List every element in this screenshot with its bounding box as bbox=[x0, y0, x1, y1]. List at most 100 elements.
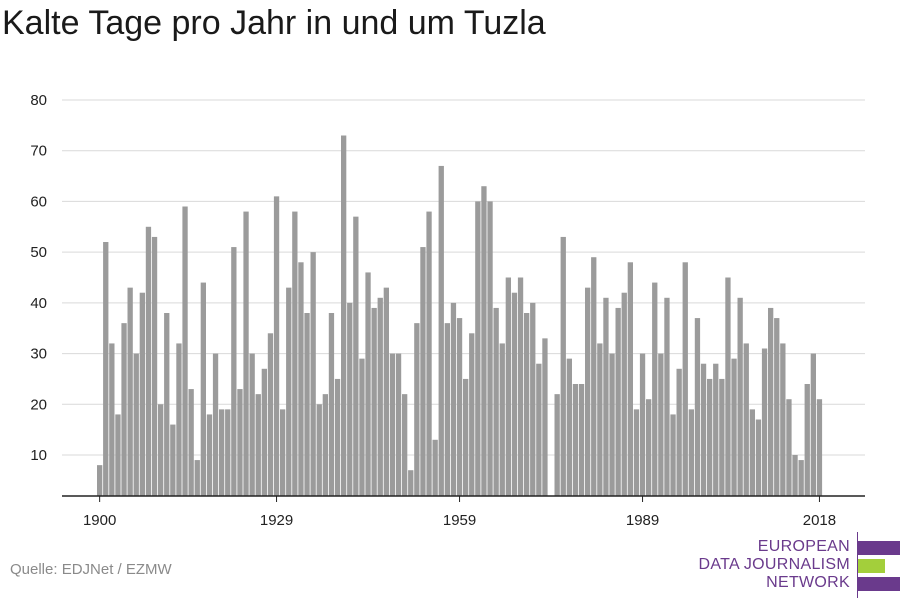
bar-1908 bbox=[145, 226, 152, 497]
bar-1948 bbox=[389, 353, 396, 496]
bar-2013 bbox=[786, 399, 792, 496]
bar-1940 bbox=[341, 135, 347, 496]
bar-2014 bbox=[792, 455, 798, 496]
bar-1906 bbox=[133, 353, 139, 496]
bar-2015 bbox=[798, 460, 804, 496]
bar-1968 bbox=[511, 292, 518, 496]
x-tick-label: 1900 bbox=[83, 512, 116, 529]
y-tick-label: 10 bbox=[30, 447, 47, 464]
y-tick-label: 70 bbox=[30, 143, 47, 160]
bar-1938 bbox=[328, 313, 335, 496]
bar-1920 bbox=[219, 409, 225, 496]
y-tick-label: 50 bbox=[30, 244, 47, 261]
bar-1925 bbox=[249, 353, 255, 496]
bar-1977 bbox=[566, 358, 572, 496]
y-tick-label: 60 bbox=[30, 193, 47, 210]
bar-1962 bbox=[475, 201, 481, 496]
bar-2005 bbox=[737, 297, 743, 496]
bar-1944 bbox=[365, 272, 371, 496]
bar-1956 bbox=[438, 165, 444, 496]
bar-1936 bbox=[316, 404, 322, 496]
x-tick-label: 1929 bbox=[260, 512, 293, 529]
bar-2009 bbox=[761, 348, 768, 496]
y-tick-label: 30 bbox=[30, 346, 47, 363]
bar-1914 bbox=[182, 206, 188, 496]
bar-1909 bbox=[151, 236, 158, 496]
bar-1989 bbox=[639, 353, 646, 496]
x-tick-label: 2018 bbox=[803, 512, 836, 529]
bar-1921 bbox=[225, 409, 231, 496]
bar-1913 bbox=[176, 343, 182, 496]
bar-1987 bbox=[627, 262, 633, 496]
bar-2004 bbox=[731, 358, 737, 496]
bar-1999 bbox=[700, 363, 707, 496]
bar-1935 bbox=[310, 252, 316, 496]
bar-1918 bbox=[206, 414, 213, 496]
bar-1952 bbox=[414, 323, 420, 496]
logo-bar-green bbox=[858, 559, 885, 573]
bar-1928 bbox=[267, 333, 274, 496]
logo-line-2: DATA JOURNALISM bbox=[698, 556, 850, 573]
bar-1995 bbox=[676, 368, 682, 496]
bar-2017 bbox=[810, 353, 816, 496]
bar-1994 bbox=[670, 414, 676, 496]
bar-1907 bbox=[139, 292, 145, 496]
bar-1912 bbox=[170, 424, 176, 496]
bar-1975 bbox=[554, 394, 560, 496]
bar-1947 bbox=[383, 287, 389, 496]
x-tick-label: 1989 bbox=[626, 512, 659, 529]
bar-1911 bbox=[164, 313, 170, 496]
bar-1958 bbox=[450, 302, 457, 496]
y-tick-label: 80 bbox=[30, 92, 47, 109]
bar-1971 bbox=[530, 302, 536, 496]
bar-1902 bbox=[109, 343, 115, 496]
bar-1990 bbox=[646, 399, 652, 496]
bar-1916 bbox=[194, 460, 200, 496]
bar-2006 bbox=[743, 343, 749, 496]
y-axis-labels: 10 20 30 40 50 60 70 80 bbox=[30, 92, 47, 464]
bar-1904 bbox=[121, 323, 127, 496]
bar-1915 bbox=[188, 389, 194, 496]
bar-1966 bbox=[499, 343, 505, 496]
bar-1957 bbox=[444, 323, 450, 496]
bar-1930 bbox=[280, 409, 286, 496]
bar-2011 bbox=[774, 318, 780, 496]
source-note: Quelle: EDJNet / EZMW bbox=[10, 561, 172, 578]
bar-1959 bbox=[456, 318, 463, 496]
bar-1926 bbox=[255, 394, 261, 496]
x-axis: 1900 1929 1959 1989 2018 bbox=[62, 495, 865, 529]
logo-bar-purple-bottom bbox=[858, 577, 900, 591]
bar-1986 bbox=[621, 292, 627, 496]
bar-1976 bbox=[560, 236, 566, 496]
bar-1941 bbox=[347, 302, 353, 496]
bar-1961 bbox=[469, 333, 475, 496]
bar-1917 bbox=[200, 282, 206, 496]
bar-2016 bbox=[804, 384, 810, 496]
bar-2000 bbox=[707, 378, 713, 496]
bar-2001 bbox=[713, 363, 719, 496]
bar-1969 bbox=[517, 277, 524, 496]
bar-1927 bbox=[261, 368, 267, 496]
bar-1973 bbox=[542, 338, 548, 496]
bar-1923 bbox=[237, 389, 243, 496]
bar-1965 bbox=[493, 307, 499, 496]
bar-1955 bbox=[432, 439, 438, 496]
bar-1967 bbox=[505, 277, 511, 496]
bar-1972 bbox=[536, 363, 542, 496]
bar-1984 bbox=[609, 353, 615, 496]
bar-1991 bbox=[652, 282, 658, 496]
bar-1964 bbox=[487, 201, 493, 496]
logo-divider bbox=[857, 532, 858, 598]
y-tick-label: 20 bbox=[30, 396, 47, 413]
bar-1954 bbox=[426, 211, 432, 496]
bar-1980 bbox=[585, 287, 591, 496]
bar-1979 bbox=[578, 384, 585, 496]
bar-1960 bbox=[463, 378, 469, 496]
bar-1963 bbox=[481, 186, 487, 496]
bar-1919 bbox=[212, 353, 219, 496]
bar-1978 bbox=[572, 384, 579, 496]
bar-2010 bbox=[768, 307, 774, 496]
bar-1903 bbox=[115, 414, 121, 496]
bar-1929 bbox=[273, 196, 280, 497]
bar-1937 bbox=[322, 394, 328, 496]
